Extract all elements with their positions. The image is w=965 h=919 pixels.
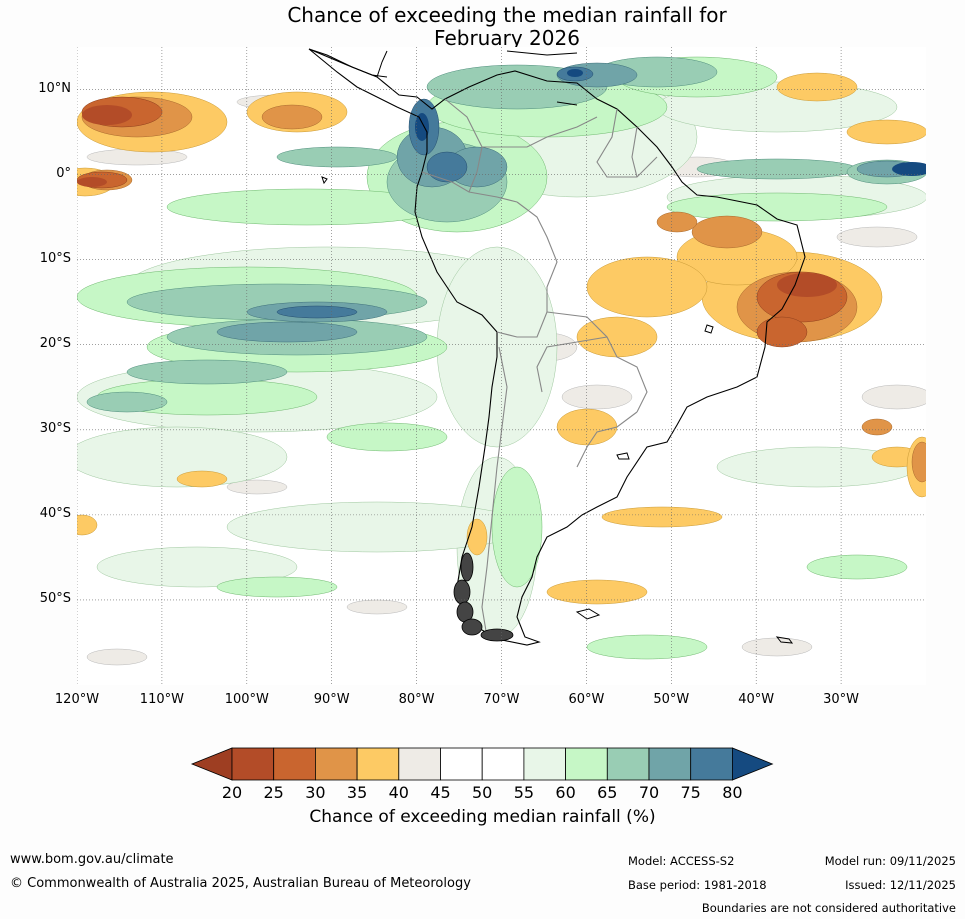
colorbar-tick-label: 75 bbox=[680, 783, 701, 802]
colorbar-tick-label: 55 bbox=[513, 783, 535, 802]
latitude-label: 30°S bbox=[39, 420, 71, 436]
longitude-label: 100°W bbox=[224, 692, 269, 707]
coastline-central-america bbox=[308, 48, 578, 106]
colorbar-tick-label: 40 bbox=[388, 783, 409, 802]
dark-orange-areas bbox=[77, 105, 837, 297]
colorbar-tick-label: 35 bbox=[346, 783, 368, 802]
colorbar-cell bbox=[315, 747, 358, 781]
colorbar-tick-label: 80 bbox=[722, 783, 743, 802]
colorbar-tick-label: 70 bbox=[638, 783, 660, 802]
colorbar-cell bbox=[356, 747, 400, 781]
latitude-label: 10°S bbox=[39, 250, 71, 266]
colorbar-cell bbox=[440, 747, 483, 781]
title-line-2: February 2026 bbox=[434, 26, 580, 50]
colorbar-cell bbox=[231, 747, 275, 781]
colorbar-tick-label: 25 bbox=[263, 783, 284, 802]
footer-base-period: Base period: 1981-2018 bbox=[628, 878, 767, 892]
map-title: Chance of exceeding the median rainfall … bbox=[0, 4, 965, 50]
colorbar-tick-label: 60 bbox=[555, 783, 576, 802]
colorbar-tick-label: 30 bbox=[305, 783, 326, 802]
chile-fjords bbox=[453, 552, 514, 642]
longitude-label: 90°W bbox=[313, 692, 350, 707]
latitude-label: 20°S bbox=[39, 335, 71, 351]
longitude-label: 80°W bbox=[398, 692, 435, 707]
footer-model-run: Model run: 09/11/2025 bbox=[824, 854, 956, 868]
colorbar-tick-label: 20 bbox=[221, 783, 243, 802]
longitude-label: 70°W bbox=[483, 692, 520, 707]
footer-website: www.bom.gov.au/climate bbox=[10, 852, 174, 867]
colorbar-arrow-low bbox=[190, 747, 233, 781]
colorbar-tick-label: 50 bbox=[472, 783, 493, 802]
footer-copyright: © Commonwealth of Australia 2025, Austra… bbox=[10, 876, 471, 891]
country-borders bbox=[421, 98, 658, 638]
colorbar-tick-label: 65 bbox=[597, 783, 618, 802]
latitude-label: 40°S bbox=[39, 505, 71, 521]
latitude-label: 10°N bbox=[38, 80, 71, 96]
longitude-label: 60°W bbox=[568, 692, 605, 707]
footer-issued: Issued: 12/11/2025 bbox=[845, 878, 956, 892]
latitude-label: 50°S bbox=[39, 590, 71, 606]
footer-model: Model: ACCESS-S2 bbox=[628, 854, 735, 868]
longitude-label: 40°W bbox=[738, 692, 775, 707]
longitude-label: 120°W bbox=[54, 692, 100, 707]
title-line-1: Chance of exceeding the median rainfall … bbox=[287, 3, 727, 27]
latitude-label: 0° bbox=[56, 165, 71, 181]
footer-disclaimer: Boundaries are not considered authoritat… bbox=[701, 901, 956, 915]
colorbar-tick-label: 45 bbox=[430, 783, 451, 802]
longitude-label: 50°W bbox=[653, 692, 690, 707]
colorbar-cell bbox=[606, 747, 650, 781]
longitude-label: 110°W bbox=[139, 692, 184, 707]
coastline-south-america bbox=[308, 48, 806, 646]
colorbar-cell bbox=[648, 747, 692, 781]
islands bbox=[321, 176, 794, 644]
colorbar bbox=[190, 747, 774, 781]
colorbar-arrow-high bbox=[732, 747, 774, 781]
colorbar-cell bbox=[398, 747, 441, 781]
colorbar-cell bbox=[690, 747, 733, 781]
rainfall-map bbox=[77, 47, 926, 685]
colorbar-cell bbox=[523, 747, 566, 781]
colorbar-cell bbox=[565, 747, 608, 781]
colorbar-cell bbox=[481, 747, 525, 781]
colorbar-label: Chance of exceeding median rainfall (%) bbox=[309, 807, 656, 827]
dark-blue-areas bbox=[415, 69, 926, 176]
graticule bbox=[77, 47, 926, 685]
map-canvas bbox=[77, 47, 926, 685]
colorbar-cells bbox=[190, 747, 774, 781]
longitude-label: 30°W bbox=[823, 692, 860, 707]
colorbar-cell bbox=[273, 747, 316, 781]
